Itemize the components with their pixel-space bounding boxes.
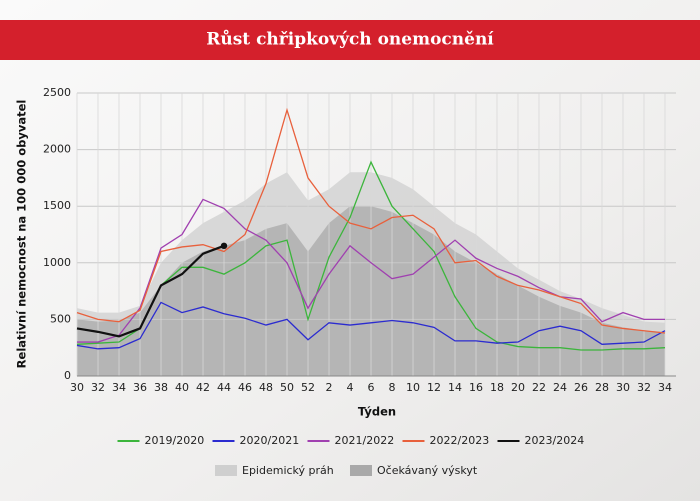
y-tick-label: 2000	[43, 143, 71, 156]
x-tick-label: 46	[238, 381, 252, 394]
legend-label: 2023/2024	[525, 434, 585, 447]
x-tick-label: 48	[259, 381, 273, 394]
x-tick-label: 18	[490, 381, 504, 394]
x-tick-label: 30	[70, 381, 84, 394]
title-banner	[0, 20, 700, 60]
legend-label: 2020/2021	[240, 434, 300, 447]
x-tick-label: 36	[133, 381, 147, 394]
legend-label: 2021/2022	[335, 434, 395, 447]
x-tick-label: 40	[175, 381, 189, 394]
legend-label: Očekávaný výskyt	[377, 464, 478, 477]
x-tick-label: 6	[368, 381, 375, 394]
legend-swatch	[215, 465, 237, 476]
legend-label: 2022/2023	[430, 434, 490, 447]
series-line	[76, 244, 225, 338]
x-tick-label: 22	[532, 381, 546, 394]
x-tick-label: 32	[91, 381, 105, 394]
x-tick-label: 24	[553, 381, 567, 394]
x-tick-label: 14	[448, 381, 462, 394]
series-line	[76, 160, 666, 351]
x-tick-label: 32	[637, 381, 651, 394]
x-tick-label: 44	[217, 381, 231, 394]
x-tick-label: 50	[280, 381, 294, 394]
legend-swatch	[350, 465, 372, 476]
chart-title: Růst chřipkových onemocnění	[206, 29, 494, 50]
y-tick-label: 1000	[43, 256, 71, 269]
legend-label: Epidemický práh	[242, 464, 334, 477]
y-axis-title: Relativní nemocnost na 100 000 obyvatel	[15, 100, 29, 369]
x-tick-label: 8	[389, 381, 396, 394]
y-tick-label: 500	[50, 312, 71, 325]
x-tick-label: 38	[154, 381, 168, 394]
end-marker	[220, 242, 228, 250]
x-tick-label: 26	[574, 381, 588, 394]
x-tick-label: 10	[406, 381, 420, 394]
x-tick-label: 2	[326, 381, 333, 394]
x-tick-label: 20	[511, 381, 525, 394]
x-tick-label: 16	[469, 381, 483, 394]
x-tick-label: 52	[301, 381, 315, 394]
legend-label: 2019/2020	[145, 434, 205, 447]
y-tick-label: 0	[64, 369, 71, 382]
x-tick-label: 30	[616, 381, 630, 394]
x-tick-label: 42	[196, 381, 210, 394]
x-axis-title: Týden	[358, 405, 396, 419]
series-line	[76, 301, 666, 350]
series-line	[76, 107, 666, 334]
x-tick-label: 28	[595, 381, 609, 394]
y-tick-label: 1500	[43, 199, 71, 212]
x-tick-label: 4	[347, 381, 354, 394]
series-line	[77, 198, 665, 343]
x-tick-label: 34	[112, 381, 126, 394]
x-tick-label: 34	[658, 381, 672, 394]
y-tick-label: 2500	[43, 86, 71, 99]
x-tick-label: 12	[427, 381, 441, 394]
